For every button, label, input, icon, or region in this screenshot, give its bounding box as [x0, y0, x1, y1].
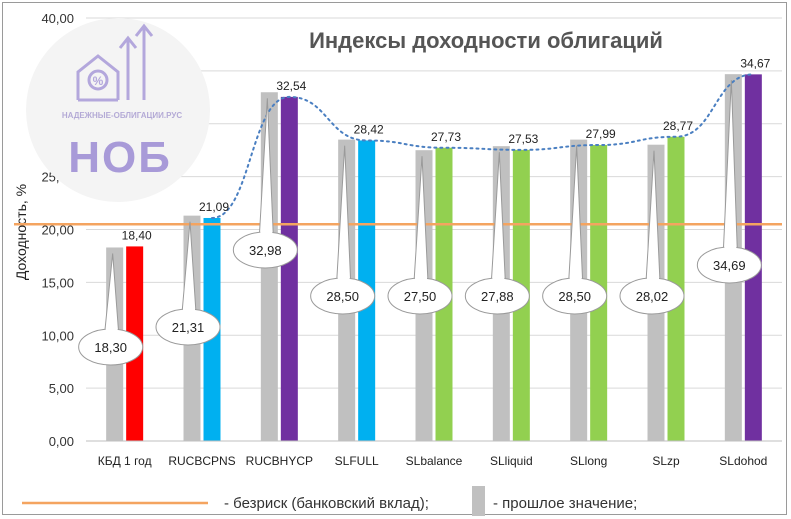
previous-value-callout: 34,69: [696, 80, 762, 284]
previous-value-label: 27,50: [404, 289, 437, 304]
previous-value-callout: 18,30: [78, 253, 144, 366]
legend-previous-label: - прошлое значение;: [493, 495, 637, 512]
category-label: SLdohod: [719, 454, 767, 468]
logo-background: [26, 18, 210, 202]
previous-value-callout: 28,50: [542, 145, 608, 315]
legend-risk-free-label: - безриск (банковский вклад);: [224, 495, 429, 512]
current-value-label: 28,42: [354, 122, 384, 136]
category-label: RUCBHYCP: [246, 454, 313, 468]
y-tick-label: 10,00: [41, 328, 74, 343]
current-value-label: 18,40: [122, 228, 152, 242]
current-bar: [280, 96, 298, 442]
previous-value-label: 18,30: [94, 340, 127, 355]
previous-value-label: 34,69: [713, 258, 746, 273]
y-axis-label: Доходность, %: [13, 184, 29, 280]
category-label: RUCBCPNS: [168, 454, 235, 468]
category-label: SLliquid: [490, 454, 533, 468]
logo-big-text: НОБ: [68, 133, 172, 182]
percent-glyph: %: [93, 74, 104, 88]
previous-value-callout: 27,88: [464, 152, 530, 315]
previous-value-callout: 28,02: [619, 150, 685, 315]
previous-value-label: 28,50: [326, 289, 359, 304]
trend-line: [211, 73, 755, 219]
current-value-label: 27,99: [586, 127, 616, 141]
chart-title: Индексы доходности облигаций: [309, 28, 663, 53]
category-label: КБД 1 год: [98, 454, 152, 468]
current-value-label: 27,73: [431, 130, 461, 144]
y-tick-label: 20,00: [41, 223, 74, 238]
current-value-label: 32,54: [276, 79, 306, 93]
category-label: SLzp: [652, 454, 680, 468]
previous-value-callout: 28,50: [310, 145, 376, 315]
category-label: SLlong: [570, 454, 607, 468]
current-value-label: 34,67: [740, 56, 770, 70]
current-value-label: 27,53: [508, 132, 538, 146]
x-axis-categories: КБД 1 год RUCBCPNS RUCBHYCP SLFULL SLbalance…: [98, 454, 768, 468]
previous-value-label: 28,02: [636, 289, 669, 304]
legend: - безриск (банковский вклад); - прошлое …: [22, 486, 637, 516]
y-tick-label: 40,00: [41, 11, 74, 26]
y-tick-label: 15,00: [41, 275, 74, 290]
percent-house-icon: [76, 23, 154, 102]
logo: % НАДЕЖНЫЕ-ОБЛИГАЦИИ.РУС НОБ: [26, 18, 210, 202]
previous-value-label: 27,88: [481, 289, 514, 304]
legend-previous-swatch: [472, 486, 485, 516]
previous-value-callouts: 18,30 21,31 32,98 28,50 27,50 27,88 28,50 28,02…: [78, 80, 762, 366]
previous-value-label: 21,31: [172, 320, 205, 335]
category-label: SLFULL: [335, 454, 379, 468]
logo-caption: НАДЕЖНЫЕ-ОБЛИГАЦИИ.РУС: [62, 111, 182, 120]
previous-value-label: 28,50: [558, 289, 591, 304]
y-tick-label: 5,00: [49, 381, 74, 396]
y-tick-label: 0,00: [49, 434, 74, 449]
previous-value-callout: 32,98: [232, 98, 298, 269]
current-value-label: 21,09: [199, 200, 229, 214]
current-value-label: 28,77: [663, 119, 693, 133]
previous-value-callout: 27,50: [387, 156, 453, 315]
category-label: SLbalance: [406, 454, 463, 468]
previous-value-callout: 21,31: [155, 221, 221, 346]
previous-value-label: 32,98: [249, 243, 282, 258]
current-value-labels: 18,40 21,09 32,54 28,42 27,73 27,53 27,99 28,77…: [122, 56, 771, 242]
